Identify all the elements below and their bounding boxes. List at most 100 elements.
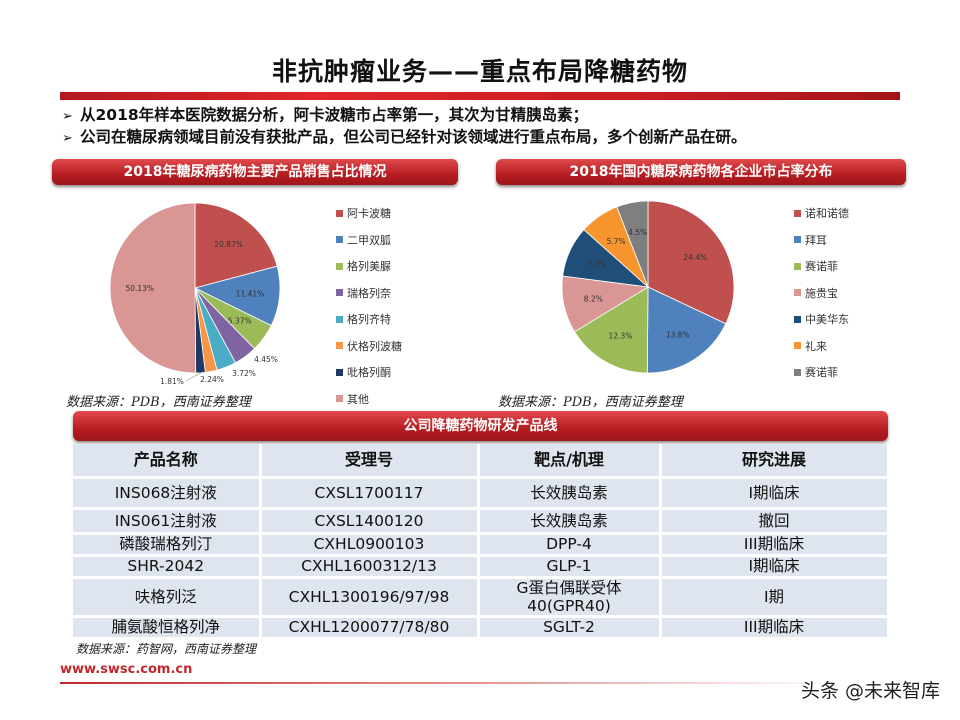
pie-slice: [646, 286, 727, 374]
table-row: 脯氨酸恒格列净 CXHL1200077/78/80 SGLT-2 III期临床: [73, 616, 890, 640]
legend-swatch: [336, 209, 343, 217]
legend-label: 赛诺菲: [805, 260, 838, 274]
legend-item: 诺和诺德: [794, 200, 849, 227]
legend-label: 其他: [347, 392, 369, 406]
legend-item: 格列美脲: [336, 253, 402, 280]
chart2-source: 数据来源：PDB，西南证券整理: [498, 395, 683, 410]
table-row: INS061注射液 CXSL1400120 长效胰岛素 撤回: [73, 508, 890, 535]
cell-progress: I期: [660, 577, 890, 618]
leader-line: [185, 372, 201, 382]
pipeline-title-banner: 公司降糖药物研发产品线: [73, 411, 888, 441]
cell-product: 磷酸瑞格列汀: [73, 533, 262, 557]
legend-label: 瑞格列奈: [347, 286, 391, 300]
legend-swatch: [794, 289, 801, 297]
pie-slice: [616, 200, 649, 288]
legend-swatch: [336, 315, 343, 323]
pie-slice: [647, 200, 735, 325]
cell-target: SGLT-2: [478, 616, 662, 640]
watermark: 头条 @未来智库: [800, 680, 940, 702]
legend-item: 中美华东: [794, 306, 849, 333]
bullet-2: ➢ 公司在糖尿病领域目前没有获批产品，但公司已经针对该领域进行重点布局，多个创新产…: [62, 128, 747, 146]
header-application-no: 受理号: [260, 444, 480, 479]
cell-target: G蛋白偶联受体40(GPR40): [478, 577, 662, 618]
cell-application-no: CXHL0900103: [260, 533, 480, 557]
pie-slice: [574, 286, 649, 374]
table-source: 数据来源：药智网，西南证券整理: [76, 642, 257, 656]
logo-url: www.swsc.com.cn: [60, 662, 193, 677]
legend-swatch: [336, 289, 343, 297]
legend-swatch: [794, 315, 801, 323]
cell-application-no: CXSL1700117: [260, 477, 480, 510]
legend-swatch: [336, 368, 343, 376]
chart2-title-banner: 2018年国内糖尿病药物各企业市占率分布: [496, 159, 906, 185]
table-row: 呋格列泛 CXHL1300196/97/98 G蛋白偶联受体40(GPR40) I期: [73, 577, 890, 618]
legend-swatch: [794, 262, 801, 270]
legend-item: 瑞格列奈: [336, 280, 402, 307]
cell-product: 呋格列泛: [73, 577, 262, 618]
legend-swatch: [794, 368, 801, 376]
legend-item: 伏格列波糖: [336, 333, 402, 360]
cell-progress: III期临床: [660, 616, 890, 640]
header-progress: 研究进展: [660, 444, 890, 479]
legend-item: 赛诺菲: [794, 359, 849, 386]
bullet-1: ➢ 从2018年样本医院数据分析，阿卡波糖市占率第一，其次为甘精胰岛素；: [62, 106, 589, 124]
legend-swatch: [336, 395, 343, 403]
legend-label: 拜耳: [805, 233, 827, 247]
pipeline-table: 产品名称 受理号 靶点/机理 研究进展 INS068注射液 CXSL1700117…: [73, 444, 890, 640]
data-label: 5.7%: [607, 237, 626, 246]
cell-target: GLP-1: [478, 555, 662, 579]
cell-target: 长效胰岛素: [478, 508, 662, 535]
pie-chart-company-share: 24.4% 13.8% 12.3% 8.2% 7.3% 5.7%4.5%: [561, 200, 735, 374]
legend-item: 赛诺菲: [794, 253, 849, 280]
data-label: 8.2%: [584, 295, 603, 304]
cell-application-no: CXSL1400120: [260, 508, 480, 535]
cell-product: INS068注射液: [73, 477, 262, 510]
legend-label: 施贵宝: [805, 286, 838, 300]
legend-label: 伏格列波糖: [347, 339, 402, 353]
legend-label: 格列齐特: [347, 313, 391, 327]
legend-label: 格列美脲: [347, 260, 391, 274]
legend-swatch: [336, 236, 343, 244]
data-label: 11.41%: [236, 289, 265, 298]
legend-swatch: [336, 262, 343, 270]
legend-swatch: [794, 236, 801, 244]
legend-label: 诺和诺德: [805, 207, 849, 221]
legend-item: 吡格列酮: [336, 359, 402, 386]
data-label: 13.8%: [666, 330, 690, 339]
header-target: 靶点/机理: [478, 444, 662, 479]
title-divider: [60, 92, 900, 100]
data-label: 20.87%: [214, 240, 243, 249]
chart2-legend: 诺和诺德 拜耳 赛诺菲 施贵宝 中美华东 礼来 赛诺菲: [794, 200, 849, 386]
legend-item: 二甲双胍: [336, 227, 402, 254]
cell-target: DPP-4: [478, 533, 662, 557]
arrow-right-icon: ➢: [62, 109, 73, 124]
data-label: 4.45%: [254, 355, 278, 364]
legend-swatch: [794, 342, 801, 350]
chart1-source: 数据来源：PDB，西南证券整理: [66, 395, 251, 410]
data-label: 3.72%: [232, 369, 256, 378]
arrow-right-icon: ➢: [62, 131, 73, 146]
data-label: 5.37%: [228, 316, 252, 325]
footer-line: [60, 682, 840, 684]
cell-product: 脯氨酸恒格列净: [73, 616, 262, 640]
legend-item: 格列齐特: [336, 306, 402, 333]
cell-product: SHR-2042: [73, 555, 262, 579]
chart1-legend: 阿卡波糖二甲双胍格列美脲瑞格列奈格列齐特伏格列波糖吡格列酮其他: [336, 200, 402, 412]
legend-item: 其他: [336, 386, 402, 413]
legend-swatch: [794, 209, 801, 217]
pie-slice: [194, 202, 278, 289]
cell-progress: 撤回: [660, 508, 890, 535]
table-row: 磷酸瑞格列汀 CXHL0900103 DPP-4 III期临床: [73, 533, 890, 557]
cell-progress: I期临床: [660, 477, 890, 510]
cell-product: INS061注射液: [73, 508, 262, 535]
chart1-title-banner: 2018年糖尿病药物主要产品销售占比情况: [52, 159, 458, 185]
data-label: 7.3%: [588, 260, 607, 269]
data-label: 2.24%: [200, 375, 224, 384]
cell-application-no: CXHL1300196/97/98: [260, 577, 480, 618]
legend-item: 阿卡波糖: [336, 200, 402, 227]
legend-label: 二甲双胍: [347, 233, 391, 247]
cell-target: 长效胰岛素: [478, 477, 662, 510]
legend-item: 礼来: [794, 333, 849, 360]
pie-slice: [109, 202, 197, 374]
data-label: 24.4%: [683, 253, 707, 262]
